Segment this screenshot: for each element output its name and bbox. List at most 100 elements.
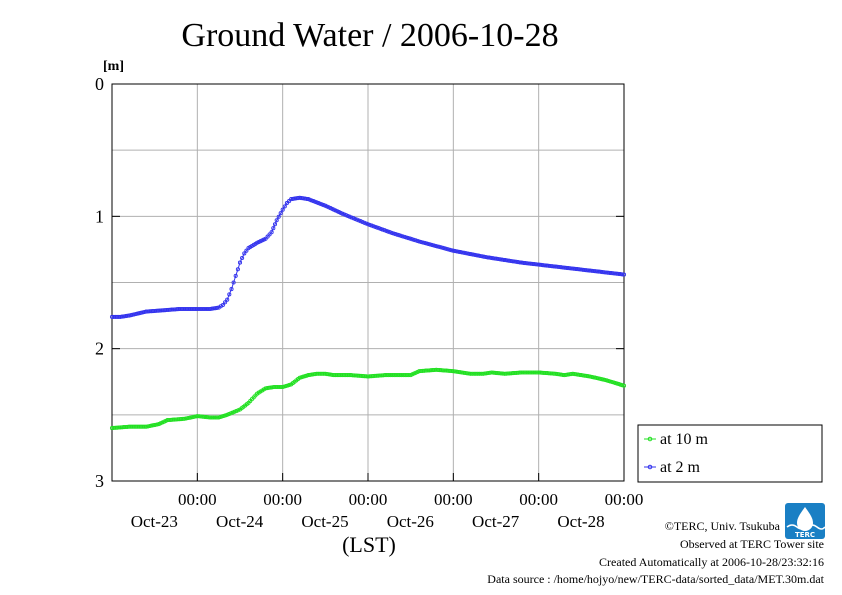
x-tick-time-label: 00:00 [605,490,644,509]
data-point [463,251,468,256]
data-point [149,423,154,428]
data-point [472,252,477,257]
data-point [417,239,422,244]
data-point [182,416,187,421]
created-text: Created Automatically at 2006-10-28/23:3… [599,555,824,569]
data-point [226,412,232,417]
data-point [494,256,499,261]
data-point [397,373,402,378]
data-point [424,241,429,246]
data-point [398,233,403,238]
data-point [200,306,205,312]
data-point [371,224,376,229]
data-point [471,252,476,257]
x-tick-time-label: 00:00 [434,490,473,509]
data-point [189,415,194,420]
x-tick-date-label: Oct-27 [472,512,520,531]
data-point [512,259,517,264]
data-point [470,371,475,376]
wave-icon [786,524,825,530]
series-0 [109,367,627,431]
data-point [406,236,411,241]
data-point [402,234,407,239]
data-point [284,201,289,206]
series-1 [109,195,627,319]
data-point [342,212,347,217]
data-point [468,371,473,376]
data-point [393,373,399,378]
data-point [282,204,287,209]
x-tick-date-label: Oct-23 [131,512,178,531]
data-point [404,373,410,378]
data-point [263,236,268,241]
data-point [229,287,234,292]
data-point [214,305,220,310]
data-point [269,230,274,235]
data-source-text: Data source : /home/hojyo/new/TERC-data/… [487,572,824,586]
legend: at 10 m at 2 m [637,424,823,483]
data-point [621,383,627,388]
data-point [514,259,519,264]
grid-lines [112,84,625,481]
data-point [499,257,504,262]
data-point [389,230,394,235]
legend-box [637,424,823,483]
data-point [440,245,445,250]
data-point [485,255,490,260]
data-point [233,273,238,278]
data-point [603,377,608,383]
data-point [449,248,454,253]
data-point [418,239,424,245]
data-point [354,217,360,222]
data-point [400,234,405,239]
legend-label-at-2m: at 2 m [660,459,701,476]
data-point [467,251,472,256]
data-point [578,267,583,272]
data-point [506,258,512,263]
data-point [200,414,205,419]
data-point [265,234,270,239]
data-point [231,280,236,285]
series-layer [109,195,627,431]
data-point [147,423,152,429]
data-point [415,238,420,243]
data-point [505,258,510,263]
legend-marker-at-10m [647,436,653,442]
data-point [278,211,283,216]
data-point [227,292,232,297]
data-point [380,227,385,232]
data-point [519,260,524,265]
data-point [431,243,436,248]
observed-text: Observed at TERC Tower site [680,537,824,551]
data-point [274,218,279,223]
data-point [426,241,431,246]
data-point [445,247,450,252]
data-point [478,253,483,259]
data-point [237,260,243,265]
data-point [447,247,452,252]
series-line [112,197,625,318]
data-point [195,414,200,419]
data-point [465,251,470,256]
data-point [489,370,494,375]
x-tick-time-label: 00:00 [349,490,388,509]
data-point [474,253,479,258]
data-point [458,250,463,255]
data-point [539,262,544,267]
data-point [301,374,306,379]
data-point [271,226,276,231]
data-point [272,222,278,227]
data-point [496,371,502,376]
data-point [444,246,449,251]
data-point [244,248,249,253]
data-point [375,225,380,230]
data-point [280,207,285,212]
data-point [397,233,402,238]
data-point [349,215,354,220]
data-point [392,373,397,378]
x-tick-time-label: 00:00 [263,490,302,509]
data-point [557,264,562,270]
data-point [367,222,372,227]
data-point [395,232,400,237]
data-point [151,423,156,428]
